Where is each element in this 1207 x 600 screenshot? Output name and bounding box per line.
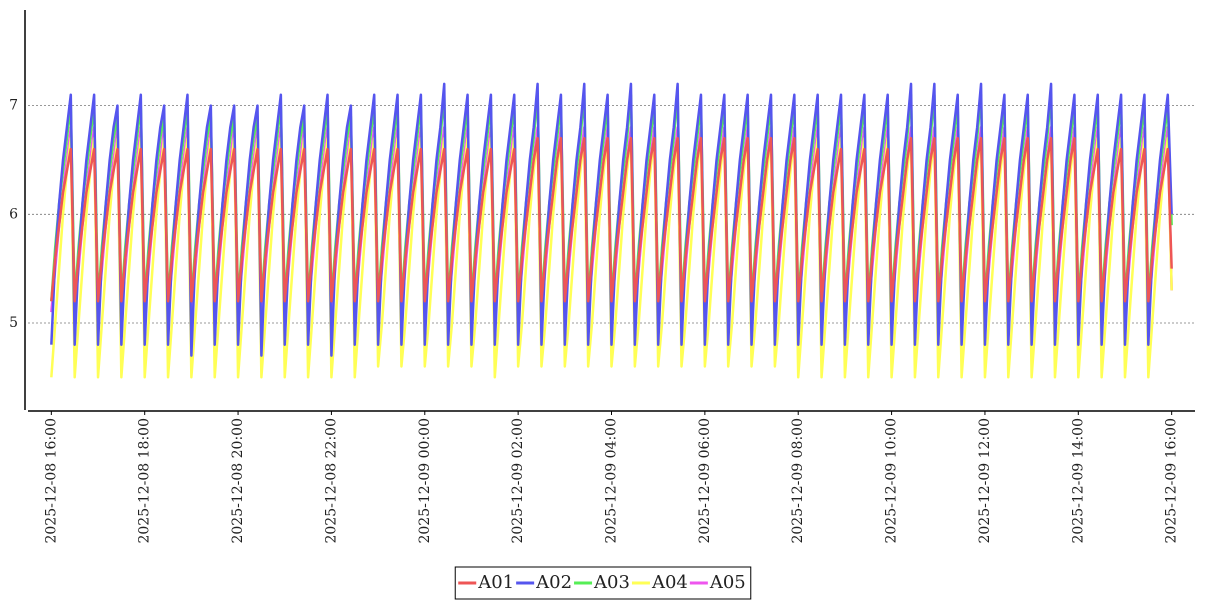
x-tick-label: 2025-12-08 16:00 — [43, 418, 59, 544]
y-tick-label: 6 — [9, 206, 18, 222]
x-tick-label: 2025-12-09 16:00 — [1164, 418, 1180, 544]
legend-item: A01 — [458, 572, 514, 593]
y-tick-label: 5 — [9, 315, 18, 331]
legend-item: A04 — [631, 572, 688, 593]
grid — [28, 105, 1195, 324]
legend: A01 A02 A03 A04 A05 — [454, 566, 752, 600]
y-tick-label: 7 — [9, 98, 18, 114]
x-tick-label: 2025-12-09 12:00 — [977, 418, 993, 544]
legend-item: A05 — [689, 572, 746, 593]
x-tick-label: 2025-12-09 06:00 — [697, 418, 713, 544]
x-tick-label: 2025-12-09 02:00 — [510, 418, 526, 544]
legend-label: A04 — [651, 572, 688, 593]
x-tick-label: 2025-12-08 20:00 — [230, 418, 246, 544]
x-tick-label: 2025-12-09 04:00 — [604, 418, 620, 544]
legend-label: A03 — [593, 572, 630, 593]
legend-item: A02 — [516, 572, 572, 593]
x-tick-label: 2025-12-09 00:00 — [417, 418, 433, 544]
x-tick-label: 2025-12-08 18:00 — [137, 418, 153, 544]
plot-lines — [50, 82, 1173, 379]
x-tick-label: 2025-12-09 08:00 — [790, 418, 806, 544]
x-tick-label: 2025-12-09 14:00 — [1070, 418, 1086, 544]
series-line — [50, 136, 1173, 303]
legend-item: A03 — [574, 572, 630, 593]
legend-label: A02 — [535, 572, 572, 593]
legend-label: A05 — [709, 572, 746, 593]
x-tick-label: 2025-12-09 10:00 — [884, 418, 900, 544]
series-line — [50, 136, 1173, 379]
ticks: 5 6 7 2025-12-08 16:00 2025-12-08 18:00 2025-… — [9, 98, 1180, 544]
x-tick-label: 2025-12-08 22:00 — [323, 418, 339, 544]
series-line — [50, 82, 1173, 357]
legend-label: A01 — [477, 572, 514, 593]
legend-box — [454, 566, 752, 600]
